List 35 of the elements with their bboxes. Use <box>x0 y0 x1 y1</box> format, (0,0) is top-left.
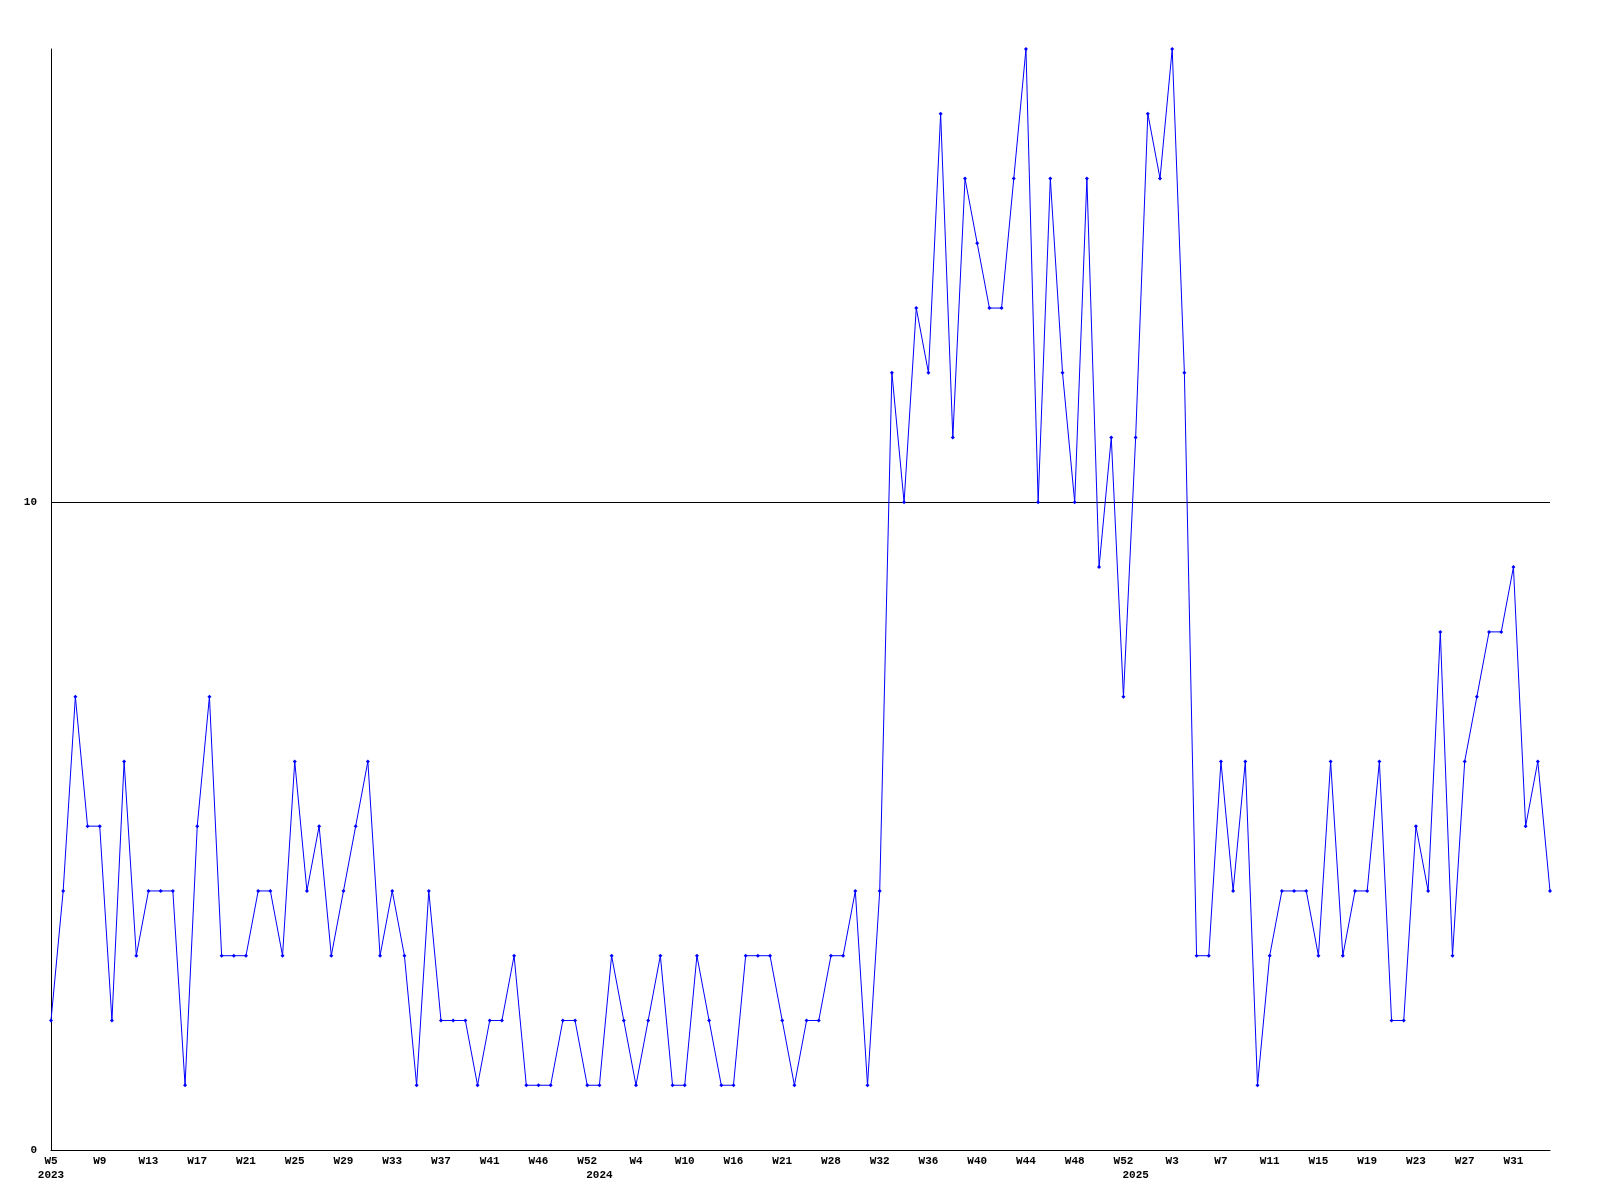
x-tick-label: W3 <box>1165 1155 1180 1167</box>
x-tick-label: W32 <box>869 1155 890 1167</box>
x-tick-label: W15 <box>1308 1155 1329 1167</box>
x-tick-label: W28 <box>821 1155 842 1167</box>
x-tick-label: W44 <box>1016 1155 1037 1167</box>
x-tick-label: W16 <box>723 1155 744 1167</box>
x-tick-label: 2024 <box>586 1169 614 1181</box>
x-tick-label: W48 <box>1064 1155 1085 1167</box>
x-tick-label: W9 <box>93 1155 107 1167</box>
x-tick-label: W31 <box>1503 1155 1524 1167</box>
x-tick-label: W52 <box>1113 1155 1134 1167</box>
x-tick-label: W25 <box>284 1155 306 1167</box>
x-tick-label: W13 <box>138 1155 159 1167</box>
x-tick-label: W41 <box>479 1155 501 1167</box>
x-tick-label: 2025 <box>1122 1169 1150 1181</box>
x-tick-label: W10 <box>674 1155 695 1167</box>
x-tick-label: W5 2023 <box>37 1155 65 1181</box>
x-tick-label: W37 <box>431 1155 451 1167</box>
x-tick-label: W29 <box>333 1155 354 1167</box>
x-tick-label: W21 <box>772 1155 793 1167</box>
x-tick-label: W4 <box>629 1155 643 1167</box>
x-tick-label: W27 <box>1454 1155 1475 1167</box>
x-tick-label: W23 <box>1406 1155 1427 1167</box>
x-tick-label: W40 <box>967 1155 988 1167</box>
x-tick-label: W33 <box>382 1155 403 1167</box>
x-tick-label: W7 <box>1214 1155 1228 1167</box>
x-tick-label: W19 <box>1357 1155 1378 1167</box>
x-tick-label: W52 <box>577 1155 598 1167</box>
x-tick-label: W11 <box>1259 1155 1280 1167</box>
x-tick-label: W46 <box>528 1155 549 1167</box>
x-tick-label: W21 <box>236 1155 257 1167</box>
y-tick-label: 10 <box>23 496 37 509</box>
y-tick-label: 0 <box>30 1144 37 1156</box>
x-tick-label: W36 <box>918 1155 939 1167</box>
x-tick-label: W17 <box>187 1155 208 1167</box>
